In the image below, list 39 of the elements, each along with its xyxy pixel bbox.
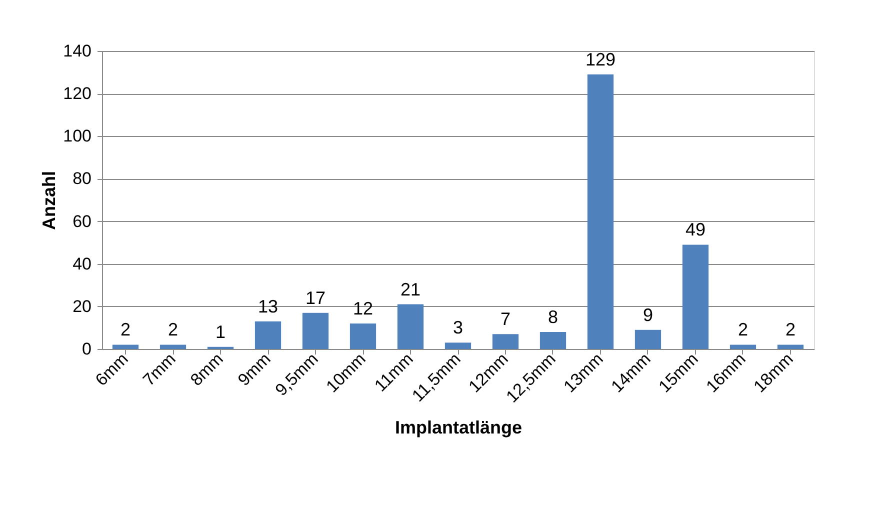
data-label: 17 [305,288,326,308]
bar [634,330,662,349]
x-axis-title: Implantatlänge [394,418,522,438]
y-tick-label: 0 [82,340,92,358]
data-label: 7 [500,309,511,330]
y-axis-title: Anzahl [39,170,60,230]
y-tick-label: 80 [72,169,92,188]
y-tick-label: 20 [72,296,92,316]
bar [540,332,566,349]
data-label: 21 [400,279,421,300]
bar [160,344,186,349]
y-tick-label: 60 [72,212,92,231]
data-label: 2 [168,320,178,340]
bar [444,342,472,349]
bar [350,323,376,349]
data-label: 8 [548,306,558,327]
bar [587,74,614,349]
bar [397,304,424,349]
bar [682,244,709,349]
data-label: 9 [642,304,653,325]
data-label: 1 [216,322,226,342]
y-tick-label: 120 [63,84,92,104]
data-label: 12 [352,298,374,318]
data-label: 49 [685,220,706,240]
y-tick-label: 100 [63,126,92,146]
data-label: 3 [452,318,464,338]
data-label: 2 [120,320,131,340]
bar [730,344,756,349]
data-label: 13 [258,296,278,316]
y-tick-label: 40 [72,254,92,274]
bar [254,321,282,349]
data-label: 129 [585,49,616,70]
bar [302,312,329,349]
bar [492,334,519,349]
y-tick-label: 140 [63,42,92,60]
data-label: 2 [738,320,748,340]
bar [777,344,804,349]
bar [112,344,139,349]
data-label: 2 [785,320,796,340]
